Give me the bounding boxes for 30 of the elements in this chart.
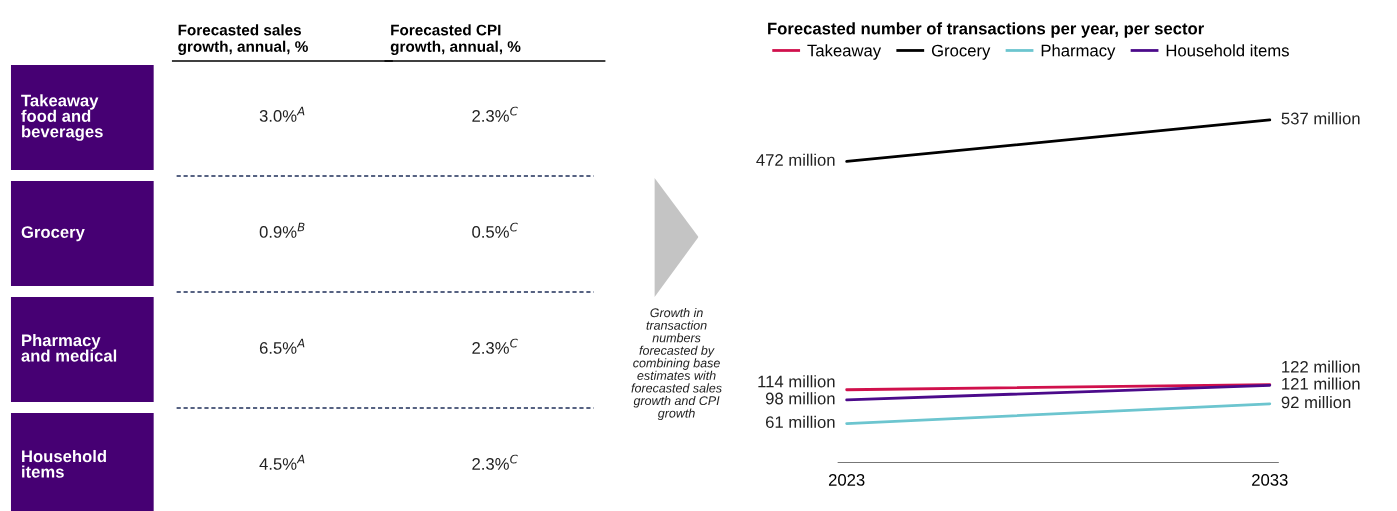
x-tick-label: 2033 <box>1252 474 1288 486</box>
text: Forecasted sales growth, annual, % <box>178 24 308 55</box>
chart-title: Forecasted number of transactions per year, per sector <box>768 22 1204 38</box>
text: 2.3%$^{C}$ <box>472 338 518 354</box>
legend-label: Takeaway <box>807 44 882 60</box>
text: 0.5%$^{C}$ <box>472 222 518 238</box>
text: Forecasted CPI growth, annual, % <box>390 24 521 55</box>
data-label: 92 million <box>1281 396 1351 409</box>
data-label: 114 million <box>758 375 835 388</box>
text: 4.5%$^{A}$ <box>259 454 305 470</box>
x-tick-label: 2023 <box>828 474 865 486</box>
data-label: 61 million <box>766 415 835 429</box>
data-label: 537 million <box>1281 112 1360 125</box>
data-label: 472 million <box>756 153 835 166</box>
text: 6.5%$^{A}$ <box>259 338 305 354</box>
text: 2.3%$^{C}$ <box>472 454 518 470</box>
data-label: 98 million <box>765 392 835 405</box>
text: 0.9%$^{B}$ <box>259 222 305 238</box>
data-label: 122 million <box>1282 360 1360 373</box>
category-label: Grocery <box>21 226 85 242</box>
legend-label: Household items <box>1166 44 1289 57</box>
legend-label: Pharmacy <box>1041 44 1116 60</box>
text: Growth in transaction numbers forecasted by combining base estimates with forecasted sales growth and CPI growth <box>631 308 722 421</box>
text: 3.0%$^{A}$ <box>259 106 305 122</box>
data-label: 121 million <box>1282 377 1360 390</box>
category-label: Household items <box>22 449 106 478</box>
text: 2.3%$^{C}$ <box>472 106 518 122</box>
legend-label: Grocery <box>931 44 991 60</box>
category-label: Pharmacy and medical <box>21 333 117 362</box>
category-label: Takeaway food and beverages <box>21 94 103 141</box>
